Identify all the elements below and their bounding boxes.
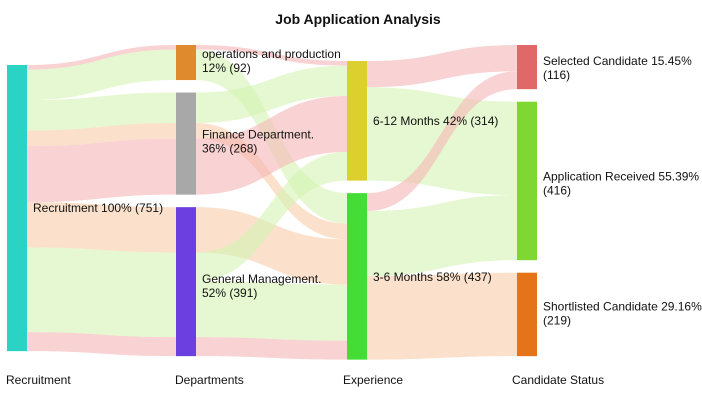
node-label-selected: Selected Candidate 15.45% (116) [543,54,692,82]
link-recruitment-to-ops [27,45,176,70]
node-label-line: 12% (92) [202,61,251,75]
link-exp36-to-selected [367,71,517,212]
link-recruitment-to-finance [27,123,176,147]
node-label-ops: operations and production 12% (92) [202,47,341,75]
column-label-recruitment: Recruitment [6,373,71,387]
chart-title: Job Application Analysis [275,11,441,27]
node-recruitment [7,65,27,352]
node-label-line: Recruitment 100% (751) [33,201,163,215]
link-exp36-to-shortlisted [367,272,517,360]
node-finance [176,92,196,195]
node-label-line: operations and production [202,47,341,61]
link-recruitment-to-finance [27,92,176,131]
node-label-line: 6-12 Months 42% (314) [373,114,498,128]
link-exp36-to-received [367,195,517,277]
node-label-received: Application Received 55.39% (416) [543,170,699,198]
column-labels: Recruitment Departments Experience Candi… [6,373,604,387]
sankey-nodes [7,45,537,360]
node-label-line: Finance Department. [202,128,314,142]
link-recruitment-to-general [27,332,176,357]
node-label-line: Application Received 55.39% [543,170,699,184]
link-finance-to-exp612 [196,96,347,195]
node-label-line: (416) [543,184,571,198]
link-general-to-exp36 [196,207,347,285]
link-recruitment-to-finance [27,138,176,203]
node-label-line: 3-6 Months 58% (437) [373,270,492,284]
link-exp612-to-selected [367,45,517,88]
link-finance-to-exp612 [196,65,347,124]
node-label-finance: Finance Department. 36% (268) [202,128,314,156]
node-selected [517,45,537,90]
node-label-line: 36% (268) [202,142,257,156]
link-general-to-exp36 [196,337,347,360]
node-label-line: Shortlisted Candidate 29.16% [543,300,702,314]
node-received [517,101,537,261]
sankey-links [27,45,517,360]
node-label-line: Selected Candidate 15.45% [543,54,692,68]
link-recruitment-to-general [27,247,176,338]
column-label-candidate-status: Candidate Status [512,373,604,387]
node-label-line: (219) [543,314,571,328]
link-general-to-exp612 [196,152,347,282]
column-label-experience: Experience [343,373,403,387]
node-label-recruitment: Recruitment 100% (751) [33,201,163,215]
column-label-departments: Departments [175,373,244,387]
node-label-shortlisted: Shortlisted Candidate 29.16% (219) [543,300,702,328]
link-general-to-exp36 [196,281,347,341]
link-ops-to-exp612 [196,45,347,66]
node-label-exp612: 6-12 Months 42% (314) [373,114,498,128]
node-label-exp36: 3-6 Months 58% (437) [373,270,492,284]
node-exp36 [347,193,367,360]
link-finance-to-exp36 [196,123,347,240]
node-label-line: 52% (391) [202,286,257,300]
link-recruitment-to-general [27,202,176,253]
sankey-labels: Recruitment 100% (751) operations and pro… [33,47,702,328]
link-recruitment-to-ops [27,49,176,101]
node-ops [176,45,196,81]
node-exp612 [347,61,367,181]
node-general [176,207,196,357]
node-label-line: General Management. [202,272,321,286]
node-label-line: (116) [543,68,570,82]
node-label-general: General Management. 52% (391) [202,272,321,300]
node-shortlisted [517,272,537,357]
